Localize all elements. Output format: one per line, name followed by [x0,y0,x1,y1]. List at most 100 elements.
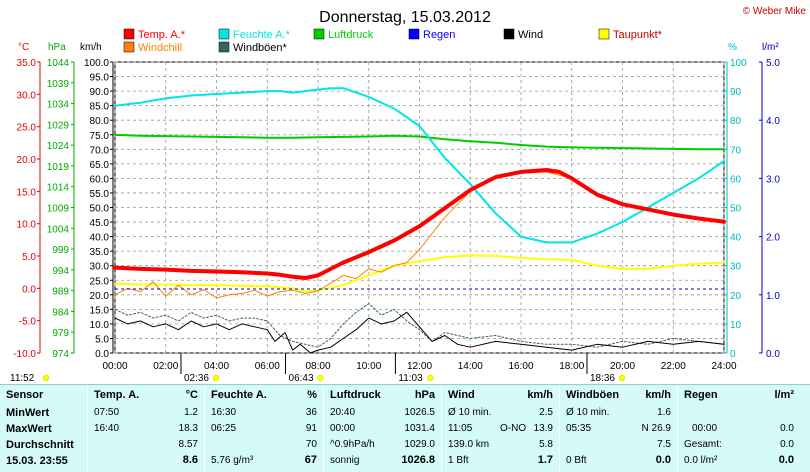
pressure-tick-10: 994 [52,266,69,277]
wind-current-value: 1.7 [537,454,553,466]
dewpoint-line [114,254,725,293]
rain-tick-3: 2.0 [766,233,780,244]
humidity-tick-4: 60 [730,174,742,185]
chart-legend: Temp. A.* Feuchte A.* Luftdruck Regen Wind Ta… [123,28,663,54]
x-tick-12: 24:00 [711,361,736,372]
x-tick-7: 14:00 [458,361,483,372]
humidity-line [114,87,725,244]
temp-header: Temp. A. [94,389,140,401]
pressure-tick-1: 1039 [47,79,70,90]
rain-header: Regen [684,389,718,401]
wind-tick-9: 55.0 [90,189,110,200]
pressure-tick-13: 979 [52,328,69,339]
stats-temp-col: Temp. A. °C 07:50 1.2 16:40 18.3 8.57 8.… [88,385,205,472]
unit-wind: km/h [80,42,102,53]
temp-tick-2: 25.0 [17,123,37,134]
wind-beaufort: 1 Bft [448,455,469,466]
pressure-tick-8: 1004 [47,224,70,235]
wind-tick-15: 25.0 [90,276,110,287]
wind-max-value: 13.9 [533,423,553,434]
temp-current-value: 8.6 [182,454,198,466]
legend-swatch-3 [408,28,420,40]
row-avg-label: Durchschnitt [6,439,74,451]
sun-icon-2 [317,374,324,382]
credit-text: © Weber Mike [743,6,807,17]
temp-min-value: 1.2 [184,407,198,418]
wind-tick-19: 5.0 [95,334,109,345]
pressure-current-value: 1026.8 [401,454,435,466]
wind-avg-label: Ø 10 min. [448,407,492,418]
x-tick-11: 22:00 [661,361,686,372]
rain-rate: 0.0 l/m² [684,455,718,466]
humidity-absolute: 5.76 g/m³ [211,455,254,466]
wind-tick-1: 95.0 [90,73,110,84]
legend-label-4: Wind [518,29,543,41]
wind-tick-17: 15.0 [90,305,110,316]
weather-chart: Donnerstag, 15.03.2012 © Weber Mike Temp… [10,6,807,384]
temp-max-value: 18.3 [178,423,198,434]
humidity-tick-9: 10 [730,320,742,331]
stats-pressure-col: Luftdruck hPa 20:40 1026.5 00:00 1031.4 … [324,385,442,472]
marker-label-1: 02:36 [184,373,209,384]
rain-total-value: 0.0 [780,439,794,450]
sun-icon-3 [427,374,434,382]
row-min-label: MinWert [6,407,50,419]
x-tick-9: 18:00 [559,361,584,372]
wind-tick-4: 80.0 [90,116,110,127]
legend-label-5: Taupunkt* [613,29,663,41]
wind-run: 139.0 km [448,439,490,450]
gust-line [114,303,725,348]
wind-tick-11: 45.0 [90,218,110,229]
stats-gust-col: Windböen km/h Ø 10 min. 1.6 05:35 N 26.9… [560,385,678,472]
humidity-min-time: 16:30 [211,407,237,418]
legend-label-6: Windchill [138,42,182,54]
humidity-unit: % [307,389,317,401]
temp-tick-3: 20.0 [17,155,37,166]
pressure-max-time: 00:00 [330,423,356,434]
humidity-tick-8: 20 [730,291,742,302]
gust-max-value: N 26.9 [641,423,671,434]
wind-tick-0: 100.0 [84,58,109,69]
pressure-tick-7: 1009 [47,204,70,215]
humidity-tick-10: 0 [730,349,736,360]
gust-avg10-value: 1.6 [657,407,671,418]
temp-unit: °C [185,389,198,401]
rain-tick-0: 5.0 [766,58,780,69]
legend-swatch-0 [123,28,135,40]
x-tick-4: 08:00 [305,361,330,372]
unit-humidity: % [728,42,737,53]
x-tick-8: 16:00 [508,361,533,372]
wind-tick-18: 10.0 [90,320,110,331]
wind-max-time: 11:05 [448,423,473,434]
rain-current-value: 0.0 [778,454,794,466]
pressure-min-value: 1026.5 [404,407,435,418]
pressure-tick-12: 984 [52,307,69,318]
x-tick-2: 04:00 [204,361,229,372]
wind-tick-8: 60.0 [90,174,110,185]
rain-tick-2: 3.0 [766,174,780,185]
rain-unit: l/m² [774,389,794,401]
chart-title: Donnerstag, 15.03.2012 [319,9,491,26]
humidity-min-value: 36 [305,407,317,418]
pressure-min-time: 20:40 [330,407,356,418]
wind-unit: km/h [527,389,553,401]
wind-tick-16: 20.0 [90,291,110,302]
temp-tick-8: -5.0 [19,317,37,328]
sun-icon-1 [212,374,220,382]
rain-max-time: 00:00 [692,423,718,434]
marker-label-0: 11:52 [10,373,35,384]
x-tick-5: 10:00 [356,361,381,372]
pressure-header: Luftdruck [330,389,381,401]
temp-min-time: 07:50 [94,407,120,418]
pressure-tick-11: 989 [52,287,69,298]
temp-avg-value: 8.57 [178,439,198,450]
wind-tick-3: 85.0 [90,102,110,113]
legend-swatch-7 [218,41,230,53]
temp-tick-7: 0.0 [22,284,36,295]
humidity-header: Feuchte A. [211,389,267,401]
gust-beaufort: 0 Bft [566,455,587,466]
x-tick-3: 06:00 [255,361,280,372]
legend-label-7: Windböen* [233,42,288,54]
wind-tick-20: 0.0 [95,349,109,360]
stats-humidity-col: Feuchte A. % 16:30 36 06:25 91 70 5.76 g… [205,385,324,472]
